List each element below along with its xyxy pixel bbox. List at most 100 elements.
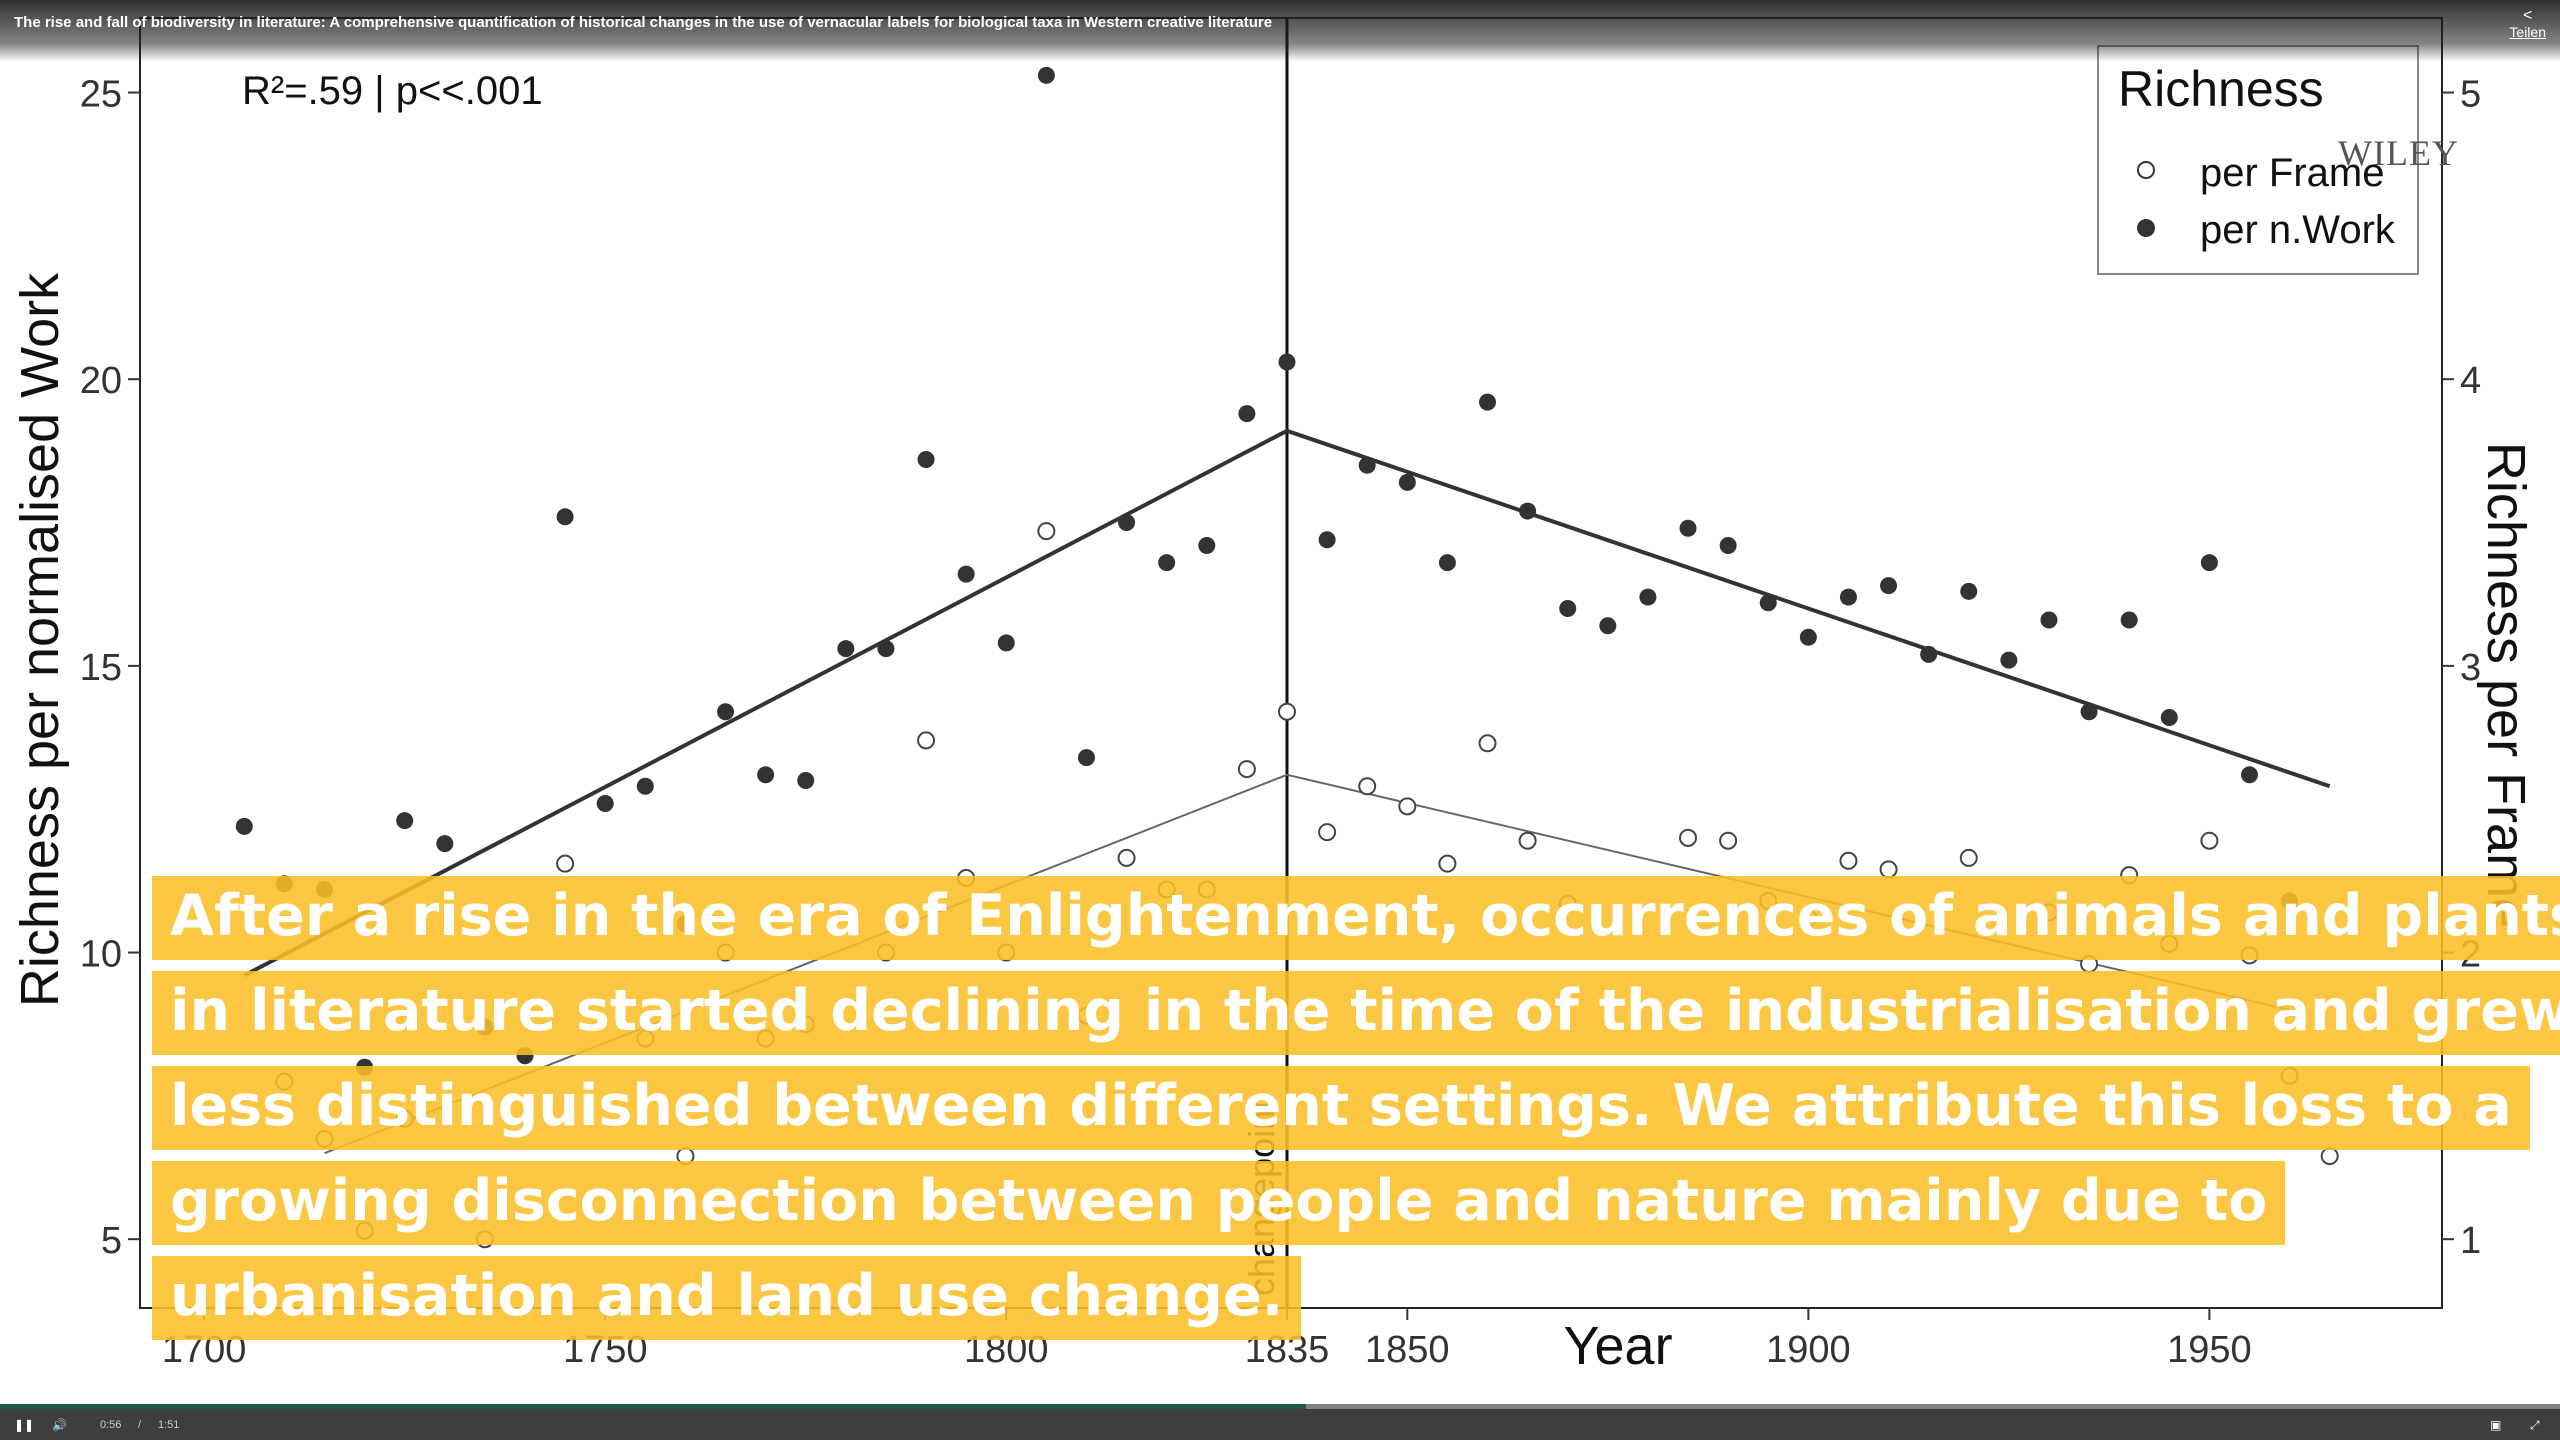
legend-open-marker — [2137, 161, 2155, 179]
volume-icon[interactable]: 🔊 — [52, 1418, 67, 1432]
data-point-per-work — [717, 703, 735, 721]
progress-bar[interactable] — [0, 1404, 2560, 1409]
data-point-per-frame — [917, 731, 936, 750]
data-point-per-work — [957, 565, 975, 583]
y-tick-label: 20 — [80, 360, 122, 402]
trend-line-per-work — [243, 428, 2331, 978]
data-point-per-work — [1960, 582, 1978, 600]
data-point-per-work — [1719, 536, 1737, 554]
caption-line: growing disconnection between people and… — [152, 1161, 2286, 1245]
data-point-per-frame — [1879, 860, 1898, 879]
progress-fill — [0, 1404, 1306, 1409]
y-tick-label: 5 — [101, 1220, 122, 1262]
legend-item-per-work: per n.Work — [2200, 208, 2396, 252]
data-point-per-work — [1077, 749, 1095, 767]
data-point-per-work — [2240, 766, 2258, 784]
data-point-per-work — [556, 508, 574, 526]
y2-tick-label: 4 — [2460, 360, 2481, 402]
fullscreen-icon[interactable]: ⤢ — [2530, 1418, 2540, 1432]
share-label: Teilen — [2509, 24, 2546, 40]
chart-annotation: R²=.59 | p<<.001 — [242, 69, 543, 113]
data-point-per-work — [1158, 554, 1176, 572]
caption-line: urbanisation and land use change. — [152, 1256, 1302, 1340]
data-point-per-work — [1639, 588, 1657, 606]
data-point-per-work — [1759, 594, 1777, 612]
data-point-per-work — [2200, 554, 2218, 572]
video-controls: ❚❚ 🔊 0:56 / 1:51 ▣ ⤢ — [0, 1404, 2560, 1440]
data-point-per-frame — [1518, 831, 1537, 850]
caption-line: in literature started declining in the t… — [152, 971, 2560, 1055]
y-tick-label: 25 — [80, 74, 122, 116]
y-tick-label: 15 — [80, 647, 122, 689]
x-tick-label: 1900 — [1766, 1329, 1851, 1371]
data-point-per-frame — [1438, 854, 1457, 873]
legend-title: Richness — [2118, 61, 2324, 117]
data-point-per-work — [396, 812, 414, 830]
data-point-per-frame — [1839, 851, 1858, 870]
y2-tick-label: 5 — [2460, 74, 2481, 116]
data-point-per-work — [2080, 703, 2098, 721]
legend-item-per-frame: per Frame — [2200, 151, 2385, 195]
data-point-per-work — [2000, 651, 2018, 669]
video-top-bar: The rise and fall of biodiversity in lit… — [0, 0, 2560, 62]
data-point-per-frame — [1277, 702, 1296, 721]
data-point-per-work — [1839, 588, 1857, 606]
data-point-per-work — [1438, 554, 1456, 572]
data-point-per-frame — [1237, 760, 1256, 779]
data-point-per-frame — [1478, 734, 1497, 753]
picture-in-picture-icon[interactable]: ▣ — [2490, 1418, 2502, 1432]
data-point-per-work — [2120, 611, 2138, 629]
data-point-per-frame — [1117, 848, 1136, 867]
legend-filled-marker — [2137, 219, 2155, 237]
data-point-per-work — [1679, 519, 1697, 537]
time-separator: / — [138, 1419, 142, 1431]
data-point-per-work — [1398, 473, 1416, 491]
data-point-per-work — [2040, 611, 2058, 629]
y-tick-label: 10 — [80, 934, 122, 976]
data-point-per-work — [1118, 514, 1136, 532]
data-point-per-frame — [1719, 831, 1738, 850]
data-point-per-work — [1198, 536, 1216, 554]
share-icon: < — [2523, 7, 2533, 24]
duration: 1:51 — [158, 1419, 180, 1431]
data-point-per-frame — [556, 854, 575, 873]
data-point-per-work — [1318, 531, 1336, 549]
x-axis-label: Year — [1563, 1316, 1672, 1376]
data-point-per-work — [1479, 393, 1497, 411]
legend: Richness per Frame per n.Work — [2097, 45, 2419, 275]
share-button[interactable]: < Teilen — [2509, 7, 2546, 41]
publisher-logo: WILEY — [2338, 133, 2459, 173]
y2-tick-label: 3 — [2460, 647, 2481, 689]
caption-line: After a rise in the era of Enlightenment… — [152, 876, 2560, 960]
data-point-per-work — [1238, 405, 1256, 423]
data-point-per-frame — [1398, 797, 1417, 816]
data-point-per-work — [1278, 353, 1296, 371]
data-point-per-work — [997, 634, 1015, 652]
data-point-per-frame — [2200, 831, 2219, 850]
data-point-per-frame — [1358, 777, 1377, 796]
data-point-per-work — [235, 817, 253, 835]
data-point-per-work — [877, 640, 895, 658]
data-point-per-work — [1799, 628, 1817, 646]
y-axis-label: Richness per normalised Work — [10, 272, 70, 1007]
data-point-per-work — [1358, 456, 1376, 474]
current-time: 0:56 — [100, 1419, 122, 1431]
data-point-per-work — [1519, 502, 1537, 520]
pause-icon[interactable]: ❚❚ — [14, 1418, 35, 1432]
data-point-per-work — [797, 772, 815, 790]
data-point-per-frame — [1959, 848, 1978, 867]
data-point-per-frame — [1679, 828, 1698, 847]
data-point-per-frame — [1318, 823, 1337, 842]
data-point-per-work — [2160, 708, 2178, 726]
data-point-per-work — [436, 835, 454, 853]
data-point-per-work — [1599, 617, 1617, 635]
data-point-per-work — [1559, 600, 1577, 618]
x-tick-label: 1850 — [1365, 1329, 1450, 1371]
video-title[interactable]: The rise and fall of biodiversity in lit… — [14, 14, 1273, 31]
y2-axis-label: Richness per Frame — [2476, 442, 2536, 928]
y2-tick-label: 1 — [2460, 1220, 2481, 1262]
data-point-per-frame — [1037, 522, 1056, 541]
data-point-per-work — [757, 766, 775, 784]
data-point-per-work — [837, 640, 855, 658]
caption-overlay: After a rise in the era of Enlightenment… — [152, 876, 2560, 1351]
